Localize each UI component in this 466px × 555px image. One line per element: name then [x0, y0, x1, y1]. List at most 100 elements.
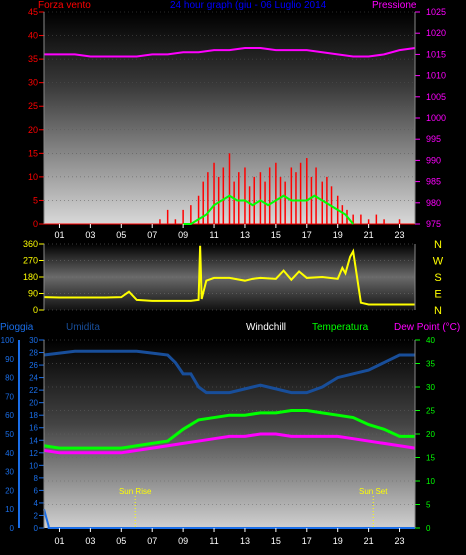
pressure-tick-label: 1000: [426, 113, 446, 123]
wind-tick-label: 15: [28, 148, 38, 158]
humidity-line: [43, 349, 415, 395]
rain-tick-label: 90: [5, 355, 14, 364]
x-tick-label: 19: [333, 536, 343, 546]
wind-tick-label: 0: [33, 219, 38, 229]
temp-tick-label: 30: [426, 383, 435, 392]
humidity-tick-label: 14: [29, 436, 38, 445]
pressure-tick-label: 1010: [426, 71, 446, 81]
humidity-tick-label: 12: [29, 449, 38, 458]
compass-label: N: [434, 305, 442, 317]
pressure-tick-label: 1020: [426, 28, 446, 38]
x-tick-label: 07: [147, 230, 157, 240]
rain-tick-label: 40: [5, 449, 14, 458]
humidity-axis-title: Umidita: [66, 322, 100, 333]
direction-tick-label: 180: [23, 272, 38, 282]
wind-tick-label: 35: [28, 54, 38, 64]
x-tick-label: 19: [333, 230, 343, 240]
pressure-tick-label: 1015: [426, 49, 446, 59]
temp-tick-label: 40: [426, 336, 435, 345]
x-tick-label: 07: [147, 536, 157, 546]
dewpoint-legend: Dew Point (°C): [394, 322, 461, 333]
wind-tick-label: 30: [28, 78, 38, 88]
temp-tick-label: 25: [426, 407, 435, 416]
humidity-tick-label: 10: [29, 461, 38, 470]
x-tick-label: 21: [364, 230, 374, 240]
humidity-tick-label: 28: [29, 349, 38, 358]
sun-marker-label: Sun Rise: [119, 487, 152, 496]
x-tick-label: 13: [240, 230, 250, 240]
pressure-tick-label: 1025: [426, 7, 446, 17]
rain-tick-label: 70: [5, 392, 14, 401]
compass-label: W: [433, 256, 444, 268]
x-tick-label: 15: [271, 536, 281, 546]
compass-label: S: [434, 272, 441, 284]
x-tick-label: 09: [178, 536, 188, 546]
rain-tick-label: 50: [5, 430, 14, 439]
x-tick-label: 11: [209, 230, 218, 240]
gust-line: [183, 194, 354, 225]
wind-tick-label: 20: [28, 125, 38, 135]
temp-tick-label: 0: [426, 524, 431, 533]
humidity-tick-label: 18: [29, 411, 38, 420]
temp-tick-label: 5: [426, 501, 431, 510]
pressure-tick-label: 995: [426, 134, 441, 144]
temperature-line: [43, 409, 415, 450]
humidity-tick-label: 16: [29, 424, 38, 433]
wind-tick-label: 10: [28, 172, 38, 182]
humidity-tick-label: 26: [29, 361, 38, 370]
humidity-tick-label: 8: [34, 474, 39, 483]
humidity-tick-label: 4: [34, 499, 39, 508]
humidity-tick-label: 30: [29, 336, 38, 345]
temp-tick-label: 15: [426, 454, 435, 463]
x-tick-label: 01: [54, 536, 64, 546]
pressure-line: [44, 47, 416, 58]
rain-axis-title: Pioggia: [0, 322, 34, 333]
rain-tick-label: 30: [5, 468, 14, 477]
direction-tick-label: 360: [23, 239, 38, 249]
direction-tick-label: 270: [23, 256, 38, 266]
humidity-tick-label: 2: [34, 511, 39, 520]
rain-tick-label: 0: [10, 524, 15, 533]
humidity-tick-label: 0: [34, 524, 39, 533]
humidity-tick-label: 22: [29, 386, 38, 395]
wind-tick-label: 45: [28, 7, 38, 17]
x-tick-label: 09: [178, 230, 188, 240]
x-tick-label: 03: [85, 230, 95, 240]
temperature-legend: Temperatura: [312, 322, 369, 333]
rain-tick-label: 60: [5, 411, 14, 420]
x-tick-label: 17: [302, 536, 312, 546]
pressure-tick-label: 985: [426, 177, 441, 187]
direction-line: [43, 245, 415, 306]
temp-tick-label: 35: [426, 360, 435, 369]
wind-tick-label: 40: [28, 31, 38, 41]
rain-tick-label: 20: [5, 486, 14, 495]
wind-axis-title: Forza vento: [38, 0, 91, 11]
direction-tick-label: 90: [28, 289, 38, 299]
temp-tick-label: 10: [426, 477, 435, 486]
x-tick-label: 15: [271, 230, 281, 240]
x-tick-label: 05: [116, 536, 126, 546]
x-tick-label: 11: [209, 536, 218, 546]
humidity-tick-label: 24: [29, 374, 38, 383]
x-tick-label: 21: [364, 536, 374, 546]
pressure-tick-label: 1005: [426, 92, 446, 102]
direction-tick-label: 0: [33, 305, 38, 315]
humidity-tick-label: 6: [34, 486, 39, 495]
x-tick-label: 13: [240, 536, 250, 546]
pressure-tick-label: 975: [426, 219, 441, 229]
pressure-axis-title: Pressione: [372, 0, 417, 11]
compass-label: E: [434, 289, 441, 301]
x-tick-label: 03: [85, 536, 95, 546]
rain-tick-label: 10: [5, 505, 14, 514]
rain-tick-label: 80: [5, 374, 14, 383]
chart-title: 24 hour graph (giu - 06 Luglio 2014: [170, 0, 327, 11]
pressure-tick-label: 980: [426, 198, 441, 208]
x-tick-label: 17: [302, 230, 312, 240]
humidity-tick-label: 20: [29, 399, 38, 408]
compass-label: N: [434, 239, 442, 251]
x-tick-label: 23: [395, 230, 405, 240]
wind-tick-label: 25: [28, 101, 38, 111]
wind-tick-label: 5: [33, 195, 38, 205]
